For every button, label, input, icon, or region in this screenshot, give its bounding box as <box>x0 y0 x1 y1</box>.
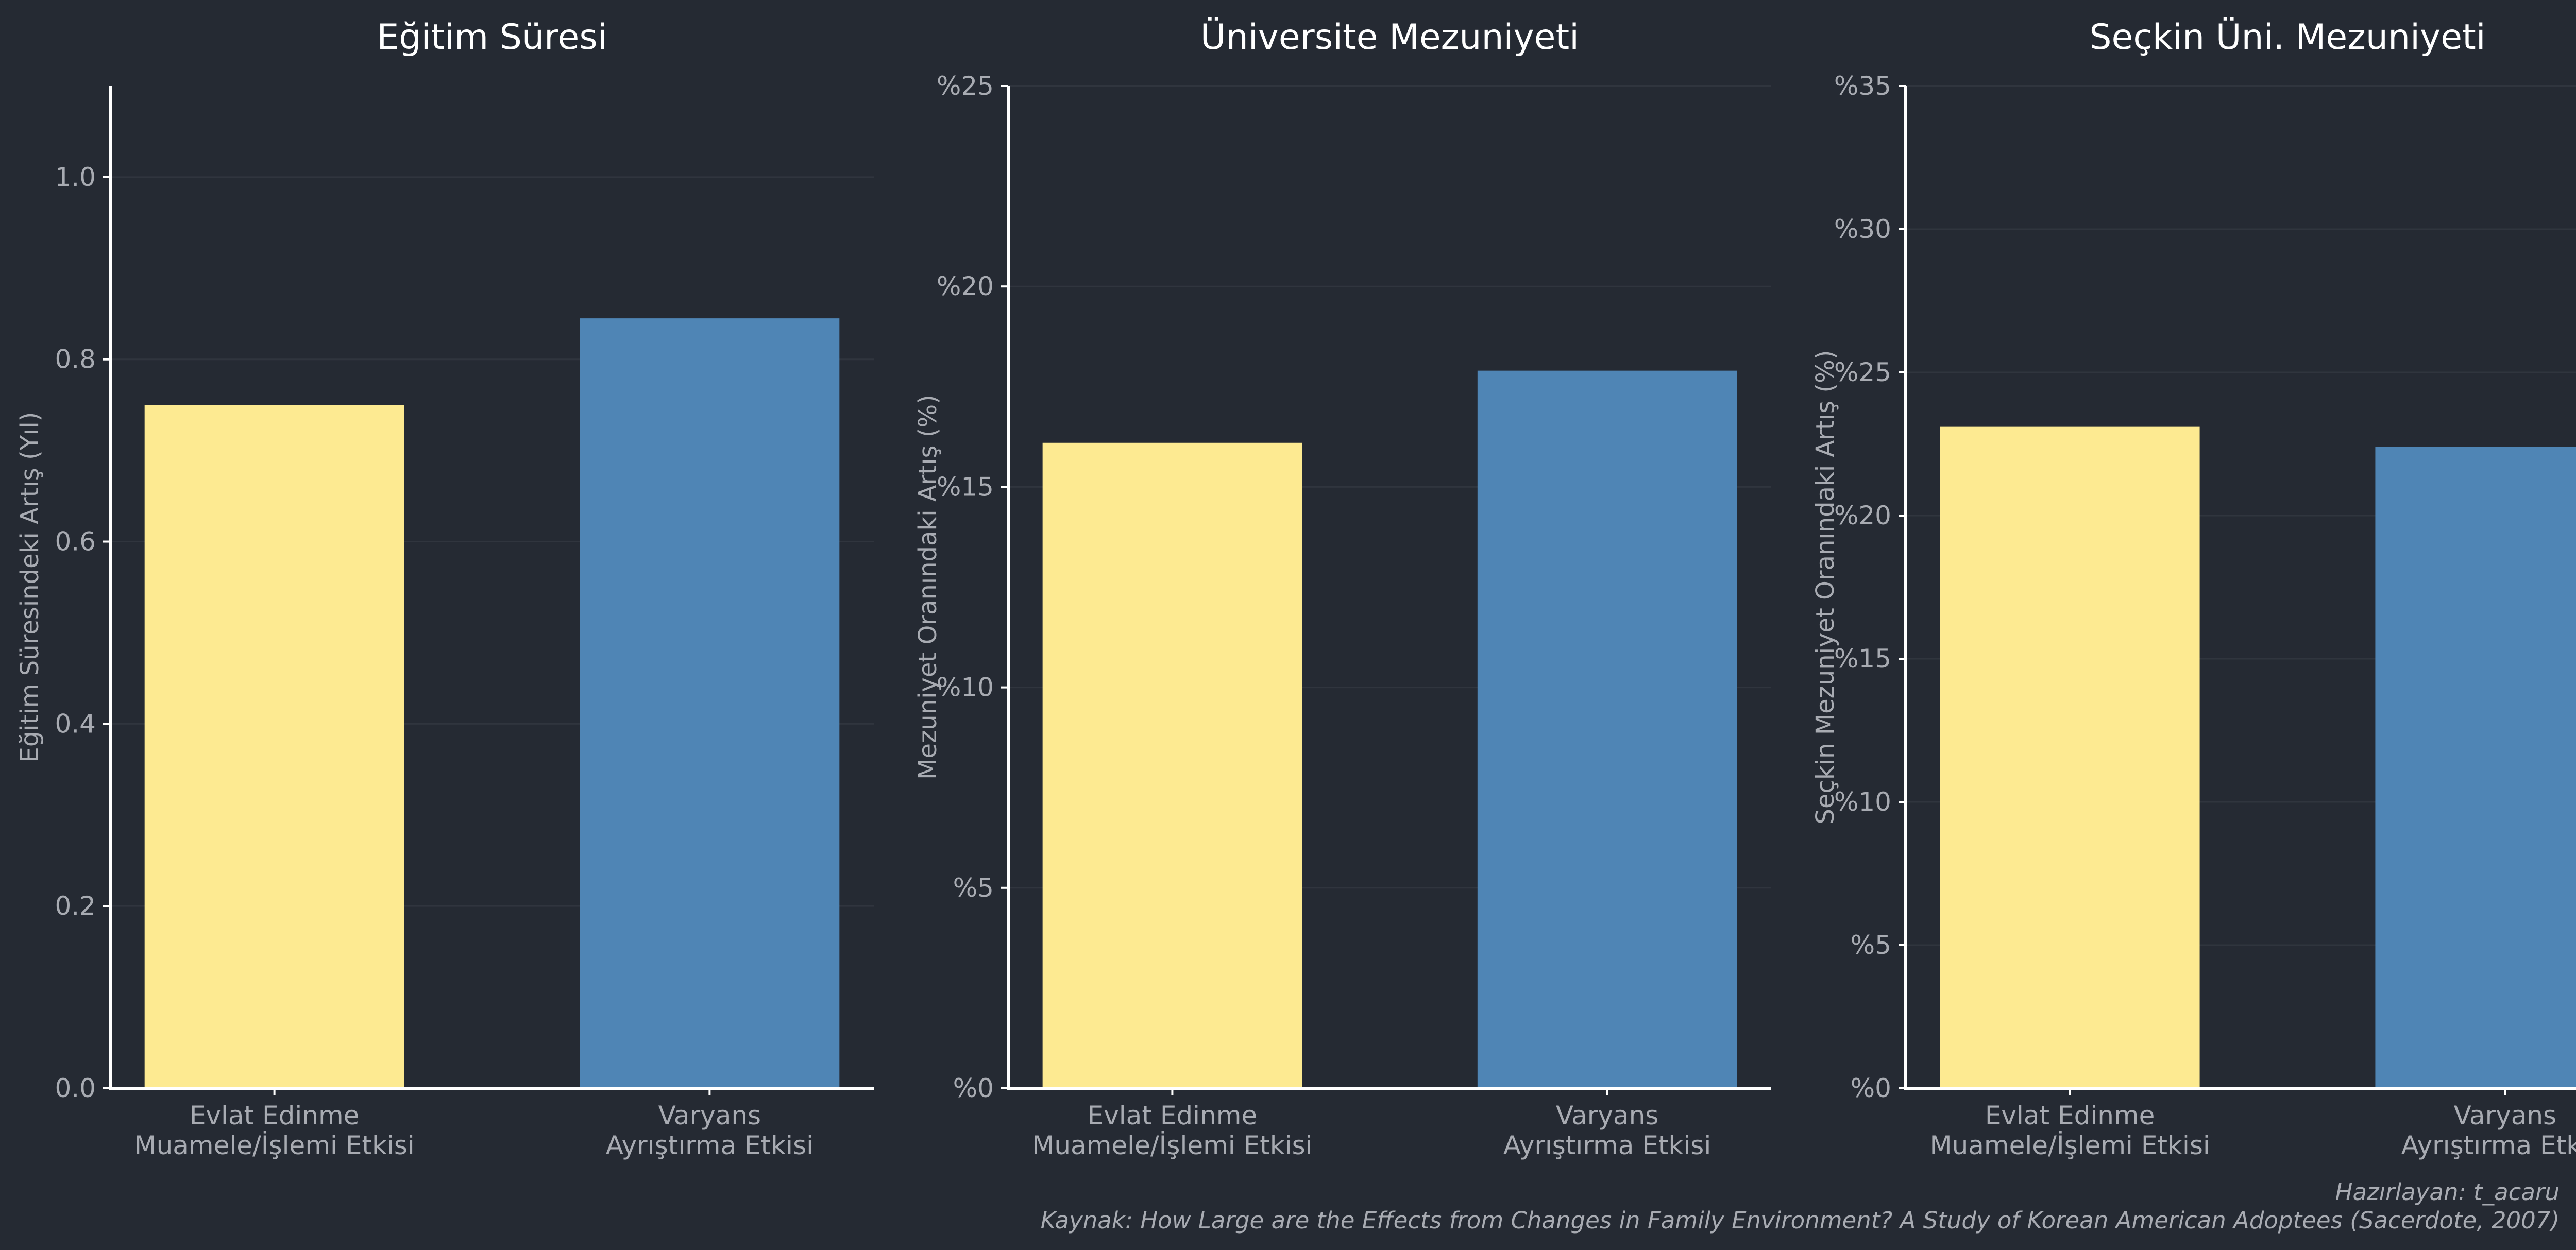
chart-panel-2: Üniversite Mezuniyeti %0 %5 %10 %15 %20 %25 Mez… <box>913 17 1771 1160</box>
chart-title: Seçkin Üni. Mezuniyeti <box>2089 17 2485 58</box>
bar <box>1940 426 2200 1088</box>
x-tick-label: Evlat Edinme Muamele/İşlemi Etkisi <box>1032 1101 1312 1160</box>
y-tick-label: %0 <box>1851 1073 1891 1103</box>
chart-panel-3: Seçkin Üni. Mezuniyeti %0 %5 %10 %15 %20 %25 %3… <box>1811 17 2576 1160</box>
chart-panel-1: Eğitim Süresi 0.0 0.2 0.4 0.6 0.8 1.0 Eğitim Sü… <box>15 17 874 1160</box>
y-tick-label: %15 <box>1834 644 1891 674</box>
y-tick-label: 1.0 <box>55 162 96 192</box>
y-tick-label: %15 <box>937 472 994 502</box>
y-tick-label: %30 <box>1834 214 1891 244</box>
y-tick-label: %10 <box>937 673 994 703</box>
y-tick-label: 0.2 <box>55 891 96 921</box>
y-tick-label: %35 <box>1834 71 1891 101</box>
y-tick-label: %20 <box>1834 501 1891 530</box>
y-axis-label: Eğitim Süresindeki Artış (Yıl) <box>15 412 44 763</box>
bar <box>2375 447 2576 1088</box>
y-axis-label: Seçkin Mezuniyet Oranındaki Artış (%) <box>1811 350 1840 825</box>
y-tick-label: 0.0 <box>55 1073 96 1103</box>
y-tick-label: %25 <box>937 71 994 101</box>
y-tick-label: 0.4 <box>55 709 96 739</box>
credit-note: Hazırlayan: t_acaru <box>2335 1178 2560 1206</box>
bar <box>580 318 840 1088</box>
y-tick-label: 0.6 <box>55 527 96 557</box>
y-tick-label: %25 <box>1834 357 1891 387</box>
chart-title: Eğitim Süresi <box>377 17 607 58</box>
bar <box>1477 370 1737 1088</box>
y-tick-label: %0 <box>953 1073 994 1103</box>
source-note: Kaynak: How Large are the Effects from C… <box>1041 1207 2560 1234</box>
bar <box>144 405 404 1088</box>
chart-title: Üniversite Mezuniyeti <box>1200 17 1579 58</box>
x-tick-label: Evlat Edinme Muamele/İşlemi Etkisi <box>1929 1101 2210 1160</box>
y-tick-label: %20 <box>937 271 994 301</box>
y-tick-label: %10 <box>1834 787 1891 817</box>
y-tick-label: %5 <box>953 873 994 903</box>
y-tick-label: %5 <box>1851 930 1891 960</box>
x-tick-label: Evlat Edinme Muamele/İşlemi Etkisi <box>134 1101 414 1160</box>
y-axis-label: Mezuniyet Oranındaki Artış (%) <box>913 395 942 780</box>
bar <box>1042 442 1302 1088</box>
y-tick-label: 0.8 <box>55 345 96 374</box>
